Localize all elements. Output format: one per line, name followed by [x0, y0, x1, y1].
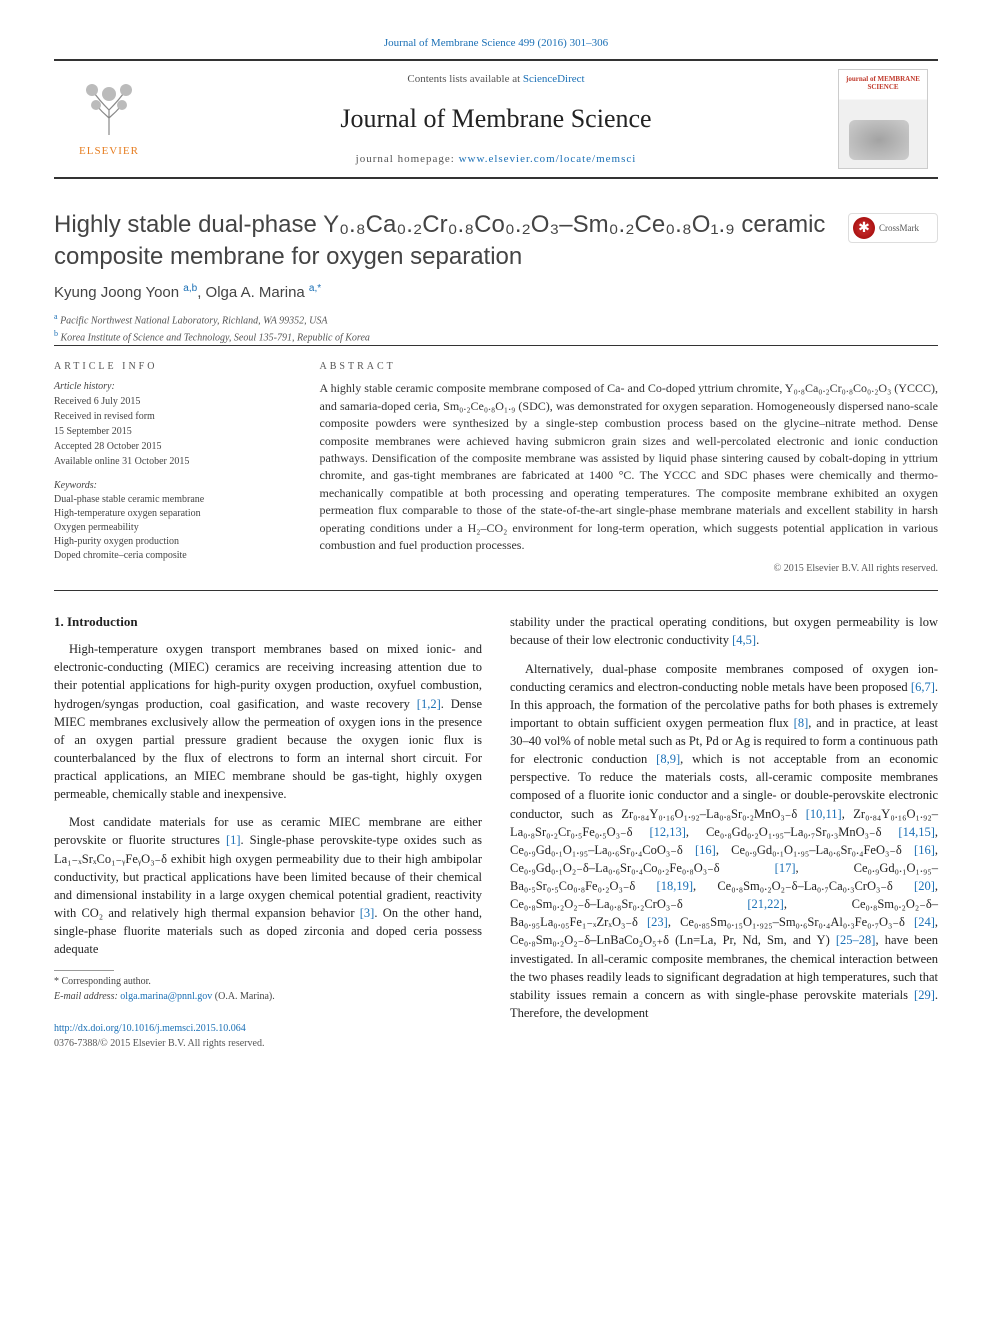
doi-link[interactable]: http://dx.doi.org/10.1016/j.memsci.2015.…	[54, 1023, 246, 1034]
citation-link[interactable]: [10,11]	[806, 807, 842, 821]
running-head-link[interactable]: Journal of Membrane Science 499 (2016) 3…	[384, 37, 608, 49]
running-head: Journal of Membrane Science 499 (2016) 3…	[54, 36, 938, 51]
homepage-link[interactable]: www.elsevier.com/locate/memsci	[459, 153, 637, 165]
section-number: 1.	[54, 614, 64, 629]
journal-title: Journal of Membrane Science	[168, 101, 824, 137]
email-line: E-mail address: olga.marina@pnnl.gov (O.…	[54, 990, 482, 1005]
citation-link[interactable]: [1,2]	[417, 697, 441, 711]
affiliations: a Pacific Northwest National Laboratory,…	[54, 311, 938, 346]
issn-line: 0376-7388/© 2015 Elsevier B.V. All right…	[54, 1037, 482, 1052]
email-label: E-mail address:	[54, 991, 120, 1002]
citation-link[interactable]: [25–28]	[836, 933, 876, 947]
citation-link[interactable]: [12,13]	[649, 825, 685, 839]
cover-image-placeholder	[849, 120, 909, 160]
sciencedirect-link[interactable]: ScienceDirect	[523, 73, 585, 85]
affiliation-line: a Pacific Northwest National Laboratory,…	[54, 311, 938, 328]
article-info-heading: ARTICLE INFO	[54, 360, 284, 374]
citation-link[interactable]: [6,7]	[911, 680, 935, 694]
affiliation-line: b Korea Institute of Science and Technol…	[54, 328, 938, 345]
crossmark-icon: ✱	[853, 217, 875, 239]
keyword-item: High-temperature oxygen separation	[54, 507, 284, 521]
citation-link[interactable]: [16]	[695, 843, 716, 857]
abstract-text: A highly stable ceramic composite membra…	[320, 380, 938, 554]
article-info-column: ARTICLE INFO Article history: Received 6…	[54, 345, 302, 590]
abstract-copyright: © 2015 Elsevier B.V. All rights reserved…	[320, 562, 938, 576]
section-title: Introduction	[67, 614, 138, 629]
contents-line: Contents lists available at ScienceDirec…	[168, 72, 824, 87]
doi-line: http://dx.doi.org/10.1016/j.memsci.2015.…	[54, 1022, 482, 1051]
citation-link[interactable]: [4,5]	[732, 633, 756, 647]
citation-link[interactable]: [21,22]	[747, 897, 783, 911]
keyword-item: Doped chromite–ceria composite	[54, 549, 284, 563]
citation-link[interactable]: [8,9]	[656, 752, 680, 766]
body-paragraph: Alternatively, dual-phase composite memb…	[510, 660, 938, 1023]
article-history: Article history: Received 6 July 2015Rec…	[54, 380, 284, 469]
history-line: 15 September 2015	[54, 425, 284, 439]
keywords-label: Keywords:	[54, 479, 284, 493]
citation-link[interactable]: [20]	[914, 879, 935, 893]
keyword-item: High-purity oxygen production	[54, 535, 284, 549]
footnote-rule	[54, 970, 114, 971]
history-line: Accepted 28 October 2015	[54, 440, 284, 454]
journal-header-band: ELSEVIER Contents lists available at Sci…	[54, 59, 938, 179]
history-line: Received 6 July 2015	[54, 395, 284, 409]
footnotes: * Corresponding author. E-mail address: …	[54, 970, 482, 1004]
abstract-column: ABSTRACT A highly stable ceramic composi…	[302, 345, 938, 590]
citation-link[interactable]: [29]	[914, 988, 935, 1002]
citation-link[interactable]: [16]	[914, 843, 935, 857]
divider	[54, 590, 938, 591]
abstract-heading: ABSTRACT	[320, 360, 938, 374]
body-paragraph: Most candidate materials for use as cera…	[54, 813, 482, 958]
citation-link[interactable]: [23]	[647, 915, 668, 929]
history-line: Available online 31 October 2015	[54, 455, 284, 469]
body-paragraph: stability under the practical operating …	[510, 613, 938, 649]
contents-prefix: Contents lists available at	[407, 73, 522, 85]
homepage-line: journal homepage: www.elsevier.com/locat…	[168, 152, 824, 167]
homepage-prefix: journal homepage:	[356, 153, 459, 165]
publisher-logo-text: ELSEVIER	[79, 144, 139, 159]
paper-title: Highly stable dual-phase Y₀.₈Ca₀.₂Cr₀.₈C…	[54, 209, 938, 271]
cover-thumb-block: journal of MEMBRANE SCIENCE	[828, 61, 938, 177]
header-center: Contents lists available at ScienceDirec…	[164, 61, 828, 177]
email-suffix: (O.A. Marina).	[212, 991, 274, 1002]
crossmark-badge[interactable]: ✱ CrossMark	[848, 213, 938, 243]
keywords-list: Dual-phase stable ceramic membraneHigh-t…	[54, 493, 284, 563]
citation-link[interactable]: [14,15]	[898, 825, 934, 839]
citation-link[interactable]: [8]	[794, 716, 809, 730]
cover-label: journal of MEMBRANE SCIENCE	[839, 70, 927, 91]
elsevier-tree-icon	[74, 80, 144, 140]
citation-link[interactable]: [3]	[360, 906, 375, 920]
body-paragraph: High-temperature oxygen transport membra…	[54, 640, 482, 803]
journal-cover-thumbnail: journal of MEMBRANE SCIENCE	[838, 69, 928, 169]
section-heading: 1. Introduction	[54, 613, 482, 632]
citation-link[interactable]: [18,19]	[657, 879, 693, 893]
body-columns: 1. Introduction High-temperature oxygen …	[54, 613, 938, 1051]
crossmark-label: CrossMark	[879, 222, 919, 235]
corresponding-email-link[interactable]: olga.marina@pnnl.gov	[120, 991, 212, 1002]
authors-line: Kyung Joong Yoon a,b, Olga A. Marina a,*	[54, 282, 938, 303]
history-label: Article history:	[54, 380, 284, 394]
citation-link[interactable]: [1]	[226, 833, 241, 847]
citation-link[interactable]: [17]	[775, 861, 796, 875]
title-block: ✱ CrossMark Highly stable dual-phase Y₀.…	[54, 209, 938, 271]
meta-row: ARTICLE INFO Article history: Received 6…	[54, 345, 938, 590]
citation-link[interactable]: [24]	[914, 915, 935, 929]
corresponding-author-note: * Corresponding author.	[54, 975, 482, 990]
keyword-item: Dual-phase stable ceramic membrane	[54, 493, 284, 507]
publisher-block: ELSEVIER	[54, 61, 164, 177]
history-line: Received in revised form	[54, 410, 284, 424]
keyword-item: Oxygen permeability	[54, 521, 284, 535]
